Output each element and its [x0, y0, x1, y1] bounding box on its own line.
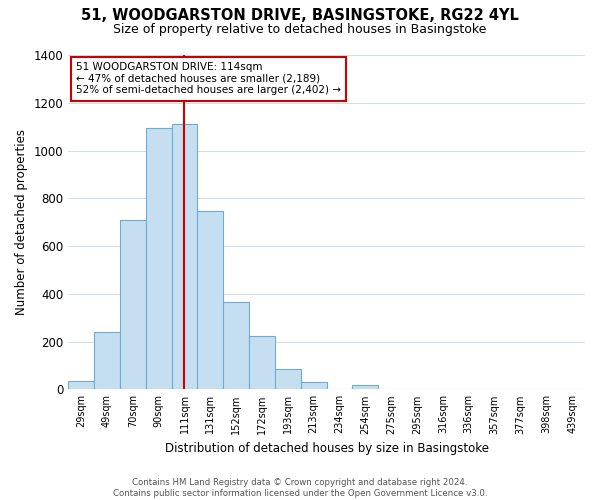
Text: 51 WOODGARSTON DRIVE: 114sqm
← 47% of detached houses are smaller (2,189)
52% of: 51 WOODGARSTON DRIVE: 114sqm ← 47% of de…: [76, 62, 341, 96]
Bar: [249, 336, 275, 390]
Bar: [223, 302, 249, 390]
Bar: [197, 212, 223, 390]
Bar: [94, 332, 120, 390]
Bar: [146, 128, 172, 390]
Y-axis label: Number of detached properties: Number of detached properties: [15, 129, 28, 315]
Bar: [352, 384, 378, 390]
Bar: [68, 381, 94, 390]
Text: 51, WOODGARSTON DRIVE, BASINGSTOKE, RG22 4YL: 51, WOODGARSTON DRIVE, BASINGSTOKE, RG22…: [81, 8, 519, 22]
Text: Contains HM Land Registry data © Crown copyright and database right 2024.
Contai: Contains HM Land Registry data © Crown c…: [113, 478, 487, 498]
X-axis label: Distribution of detached houses by size in Basingstoke: Distribution of detached houses by size …: [164, 442, 488, 455]
Bar: [301, 382, 326, 390]
Bar: [275, 369, 301, 390]
Bar: [172, 124, 197, 390]
Bar: [120, 220, 146, 390]
Text: Size of property relative to detached houses in Basingstoke: Size of property relative to detached ho…: [113, 22, 487, 36]
